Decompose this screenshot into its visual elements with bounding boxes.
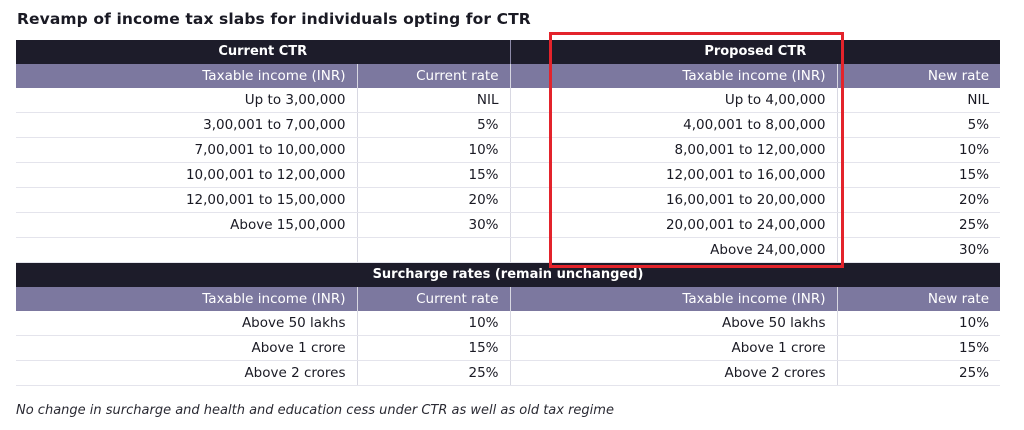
slab-row: 7,00,001 to 10,00,000 10% 8,00,001 to 12,0… [16, 137, 1001, 163]
column-header-new-rate: New rate [837, 64, 1001, 88]
cell-current-rate: 15% [357, 335, 511, 361]
cell-current-income: Above 15,00,000 [16, 212, 358, 238]
column-header-current-income: Taxable income (INR) [16, 64, 358, 88]
slab-row: 12,00,001 to 15,00,000 20% 16,00,001 to 20… [16, 187, 1001, 213]
cell-proposed-income: 20,00,001 to 24,00,000 [510, 212, 838, 238]
cell-current-income: 12,00,001 to 15,00,000 [16, 187, 358, 213]
cell-current-rate: 10% [357, 311, 511, 336]
cell-current-rate: 5% [357, 112, 511, 138]
cell-current-income: Up to 3,00,000 [16, 88, 358, 113]
cell-current-income: 10,00,001 to 12,00,000 [16, 162, 358, 188]
surcharge-column-header-current-rate: Current rate [357, 287, 511, 311]
surcharge-row: Above 2 crores 25% Above 2 crores 25% [16, 360, 1001, 386]
cell-proposed-income: 16,00,001 to 20,00,000 [510, 187, 838, 213]
cell-current-rate: 20% [357, 187, 511, 213]
cell-proposed-income: 8,00,001 to 12,00,000 [510, 137, 838, 163]
footnote: No change in surcharge and health and ed… [16, 403, 614, 418]
slab-row: 3,00,001 to 7,00,000 5% 4,00,001 to 8,00,0… [16, 112, 1001, 138]
slab-row: Up to 3,00,000 NIL Up to 4,00,000 NIL [16, 88, 1001, 113]
surcharge-column-header-current-income: Taxable income (INR) [16, 287, 358, 311]
cell-current-income: 3,00,001 to 7,00,000 [16, 112, 358, 138]
tax-slabs-table: Current CTR Proposed CTR Taxable income … [16, 40, 1001, 386]
cell-new-rate: 30% [837, 237, 1001, 263]
surcharge-column-header-proposed-income: Taxable income (INR) [510, 287, 838, 311]
surcharge-row: Above 50 lakhs 10% Above 50 lakhs 10% [16, 311, 1001, 336]
column-header-proposed-income: Taxable income (INR) [510, 64, 838, 88]
slab-row: Above 15,00,000 30% 20,00,001 to 24,00,000… [16, 212, 1001, 238]
cell-new-rate: 15% [837, 162, 1001, 188]
group-header-current: Current CTR [16, 40, 511, 64]
cell-current-rate: 30% [357, 212, 511, 238]
cell-current-rate [357, 237, 511, 263]
cell-current-rate: 15% [357, 162, 511, 188]
slab-row: 10,00,001 to 12,00,000 15% 12,00,001 to 16… [16, 162, 1001, 188]
cell-current-income: 7,00,001 to 10,00,000 [16, 137, 358, 163]
cell-current-rate: NIL [357, 88, 511, 113]
cell-new-rate: NIL [837, 88, 1001, 113]
slab-row: Above 24,00,000 30% [16, 237, 1001, 263]
cell-proposed-income: 4,00,001 to 8,00,000 [510, 112, 838, 138]
cell-new-rate: 25% [837, 212, 1001, 238]
cell-proposed-income: 12,00,001 to 16,00,000 [510, 162, 838, 188]
cell-current-rate: 10% [357, 137, 511, 163]
surcharge-header-row: Surcharge rates (remain unchanged) [16, 262, 1001, 287]
cell-proposed-income: Above 2 crores [510, 360, 838, 386]
cell-new-rate: 15% [837, 335, 1001, 361]
group-header-row: Current CTR Proposed CTR [16, 40, 1001, 64]
column-header-row: Taxable income (INR) Current rate Taxabl… [16, 64, 1001, 88]
cell-new-rate: 5% [837, 112, 1001, 138]
cell-new-rate: 10% [837, 311, 1001, 336]
cell-current-income: Above 2 crores [16, 360, 358, 386]
group-header-proposed: Proposed CTR [510, 40, 1001, 64]
cell-current-income: Above 50 lakhs [16, 311, 358, 336]
cell-current-income: Above 1 crore [16, 335, 358, 361]
cell-current-rate: 25% [357, 360, 511, 386]
surcharge-heading: Surcharge rates (remain unchanged) [16, 262, 1001, 287]
cell-new-rate: 20% [837, 187, 1001, 213]
cell-proposed-income: Above 24,00,000 [510, 237, 838, 263]
cell-new-rate: 25% [837, 360, 1001, 386]
surcharge-column-header-row: Taxable income (INR) Current rate Taxabl… [16, 287, 1001, 311]
surcharge-row: Above 1 crore 15% Above 1 crore 15% [16, 335, 1001, 361]
cell-new-rate: 10% [837, 137, 1001, 163]
surcharge-column-header-new-rate: New rate [837, 287, 1001, 311]
cell-proposed-income: Above 1 crore [510, 335, 838, 361]
column-header-current-rate: Current rate [357, 64, 511, 88]
cell-proposed-income: Up to 4,00,000 [510, 88, 838, 113]
page-title: Revamp of income tax slabs for individua… [17, 10, 531, 28]
cell-current-income [16, 237, 358, 263]
cell-proposed-income: Above 50 lakhs [510, 311, 838, 336]
